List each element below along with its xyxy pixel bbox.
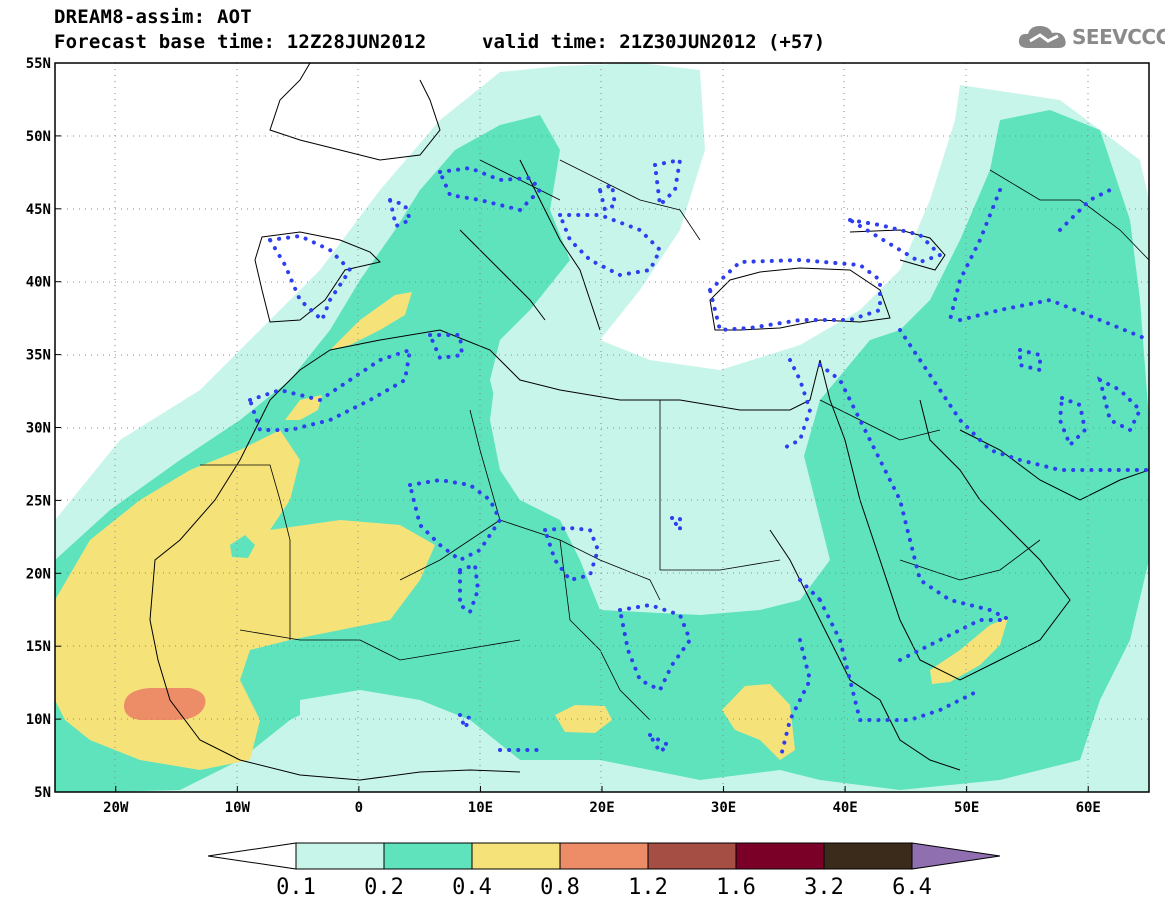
colorbar: 0.1 0.2 0.4 0.8 1.2 1.6 3.2 6.4 xyxy=(207,842,1001,900)
colorbar-segment xyxy=(295,842,385,870)
x-tick-label: 60E xyxy=(1076,800,1101,816)
y-tick-label: 25N xyxy=(26,493,51,509)
logo-text: SEEVCCC xyxy=(1072,25,1165,49)
cloud-icon xyxy=(1018,26,1066,48)
colorbar-segment xyxy=(559,842,649,870)
colorbar-segment xyxy=(823,842,913,870)
coastlines xyxy=(149,63,1149,781)
y-tick-label: 15N xyxy=(26,639,51,655)
aot-dotted-contours xyxy=(247,157,1149,762)
colorbar-segment xyxy=(647,842,737,870)
y-tick-label: 20N xyxy=(26,566,51,582)
x-tick-label: 20W xyxy=(103,800,129,816)
colorbar-segment xyxy=(471,842,561,870)
colorbar-label: 0.4 xyxy=(452,875,492,900)
aot-0-4-region-sudan xyxy=(722,684,795,760)
colorbar-segment xyxy=(735,842,825,870)
borders xyxy=(200,159,1149,721)
colorbar-label: 0.2 xyxy=(364,875,404,900)
aot-0-4-region-mali xyxy=(230,535,255,558)
y-tick-label: 45N xyxy=(26,202,51,218)
x-tick-label: 50E xyxy=(954,800,979,816)
colorbar-label: 3.2 xyxy=(804,875,844,900)
graticule xyxy=(55,63,1149,792)
valid-time: valid time: 21Z30JUN2012 (+57) xyxy=(482,31,826,53)
seevccc-logo: SEEVCCC xyxy=(1016,22,1165,52)
y-tick-label: 10N xyxy=(26,712,51,728)
colorbar-segment xyxy=(383,842,473,870)
aot-0-1-pocket-south xyxy=(300,690,700,792)
colorbar-label: 6.4 xyxy=(892,875,932,900)
y-axis-ticks: 55N 50N 45N 40N 35N 30N 25N 20N 15N 10N 5N xyxy=(26,56,61,801)
forecast-base-time: Forecast base time: 12Z28JUN2012 xyxy=(54,31,427,53)
colorbar-label: 1.6 xyxy=(716,875,756,900)
colorbar-label: 0.1 xyxy=(276,875,316,900)
x-tick-label: 40E xyxy=(832,800,857,816)
x-tick-label: 10W xyxy=(225,800,251,816)
x-tick-label: 30E xyxy=(711,800,736,816)
colorbar-high-arrow xyxy=(911,842,1001,870)
colorbar-low-arrow xyxy=(207,842,297,870)
colorbar-label: 0.8 xyxy=(540,875,580,900)
y-tick-label: 5N xyxy=(34,785,51,801)
aot-0-4-region-yemen xyxy=(930,618,1008,684)
map-title: DREAM8-assim: AOT xyxy=(54,6,252,28)
y-tick-label: 40N xyxy=(26,275,51,291)
plot-area xyxy=(55,63,1149,792)
y-tick-label: 30N xyxy=(26,421,51,437)
colorbar-label: 1.2 xyxy=(628,875,668,900)
aot-0-4-region-sahara-coast xyxy=(285,395,322,420)
aot-0-4-region-west-africa xyxy=(55,430,435,770)
y-tick-label: 35N xyxy=(26,348,51,364)
x-axis-ticks: 20W 10W 0 10E 20E 30E 40E 50E 60E xyxy=(103,786,1101,816)
aot-0-4-region-morocco xyxy=(330,292,412,350)
x-tick-label: 0 xyxy=(355,800,363,816)
y-tick-label: 50N xyxy=(26,129,51,145)
y-tick-label: 55N xyxy=(26,56,51,72)
x-tick-label: 10E xyxy=(468,800,493,816)
x-tick-label: 20E xyxy=(589,800,614,816)
aot-0-8-region xyxy=(124,688,206,720)
